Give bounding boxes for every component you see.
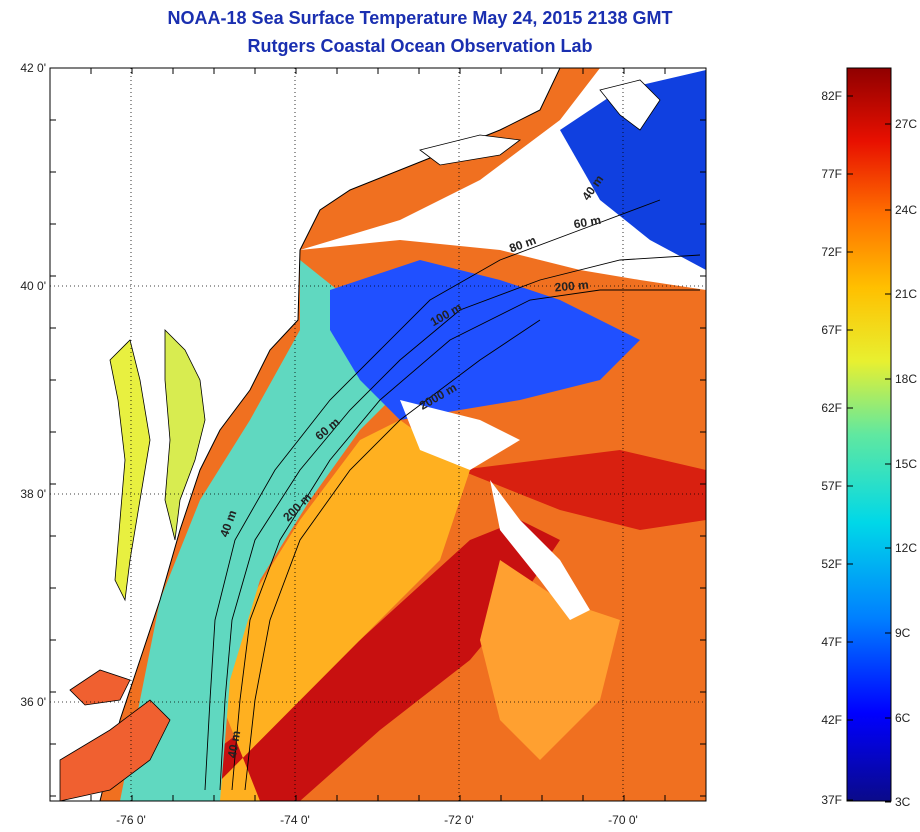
contour-label: 40 m <box>225 730 244 759</box>
longitude-labels: -76 0' -74 0' -72 0' -70 0' <box>116 813 638 827</box>
cold-water-blue <box>330 260 640 420</box>
map-title: NOAA-18 Sea Surface Temperature May 24, … <box>167 8 673 28</box>
longitude-label: -70 0' <box>608 813 638 827</box>
colorbar-fahrenheit-label: 57F <box>821 479 842 493</box>
colorbar-celsius-label: 18C <box>895 372 917 386</box>
contour-label: 60 m <box>573 213 602 232</box>
colorbar-fahrenheit-label: 77F <box>821 167 842 181</box>
contour-label: 200 m <box>554 278 589 295</box>
cloud-patch <box>400 400 520 470</box>
colorbar-celsius-labels: 27C 24C 21C 18C 15C 12C 9C 6C 3C <box>895 117 917 809</box>
graticule <box>50 68 706 801</box>
colorbar-celsius-label: 27C <box>895 117 917 131</box>
axis-ticks <box>49 67 707 801</box>
colorbar-fahrenheit-label: 72F <box>821 245 842 259</box>
colorbar-celsius-label: 21C <box>895 287 917 301</box>
latitude-label: 42 0' <box>20 61 46 75</box>
latitude-label: 38 0' <box>20 487 46 501</box>
colorbar-fahrenheit-label: 47F <box>821 635 842 649</box>
pamlico-sound <box>59 699 171 801</box>
colorbar-celsius-label: 6C <box>895 711 911 725</box>
long-island <box>419 134 522 166</box>
colorbar-celsius-label: 12C <box>895 541 917 555</box>
colorbar-celsius-label: 3C <box>895 795 911 809</box>
latitude-labels: 42 0' 40 0' 38 0' 36 0' <box>20 61 46 709</box>
colorbar-celsius-label: 15C <box>895 457 917 471</box>
longitude-label: -76 0' <box>116 813 146 827</box>
chesapeake-bay <box>109 339 151 602</box>
map-field <box>50 68 706 801</box>
colorbar-fahrenheit-label: 52F <box>821 557 842 571</box>
cold-water-gulf-of-maine <box>560 70 706 270</box>
latitude-label: 40 0' <box>20 279 46 293</box>
longitude-label: -72 0' <box>444 813 474 827</box>
contour-60m <box>219 254 701 791</box>
latitude-label: 36 0' <box>20 695 46 709</box>
warm-eddy-east <box>460 450 706 530</box>
longitude-label: -74 0' <box>280 813 310 827</box>
colorbar-celsius-label: 9C <box>895 626 911 640</box>
colorbar-fahrenheit-label: 67F <box>821 323 842 337</box>
colorbar <box>846 67 892 802</box>
contour-40m <box>204 199 661 791</box>
shelf-water-cyan <box>120 260 400 801</box>
delaware-bay <box>164 329 206 541</box>
colorbar-fahrenheit-label: 62F <box>821 401 842 415</box>
colorbar-ticks <box>847 95 891 803</box>
contour-2000m <box>244 319 541 791</box>
slope-water-yellow <box>200 420 470 801</box>
colorbar-fahrenheit-label: 82F <box>821 89 842 103</box>
albemarle-sound <box>69 669 131 706</box>
colorbar-fahrenheit-label: 37F <box>821 793 842 807</box>
colorbar-fahrenheit-labels: 82F 77F 72F 67F 62F 57F 52F 47F 42F 37F <box>821 89 842 807</box>
contour-200m <box>231 289 700 791</box>
map-subtitle: Rutgers Coastal Ocean Observation Lab <box>247 36 593 56</box>
colorbar-celsius-label: 24C <box>895 203 917 217</box>
cloud-streak <box>490 480 590 620</box>
colorbar-fahrenheit-label: 42F <box>821 713 842 727</box>
cape-cod <box>599 79 661 131</box>
